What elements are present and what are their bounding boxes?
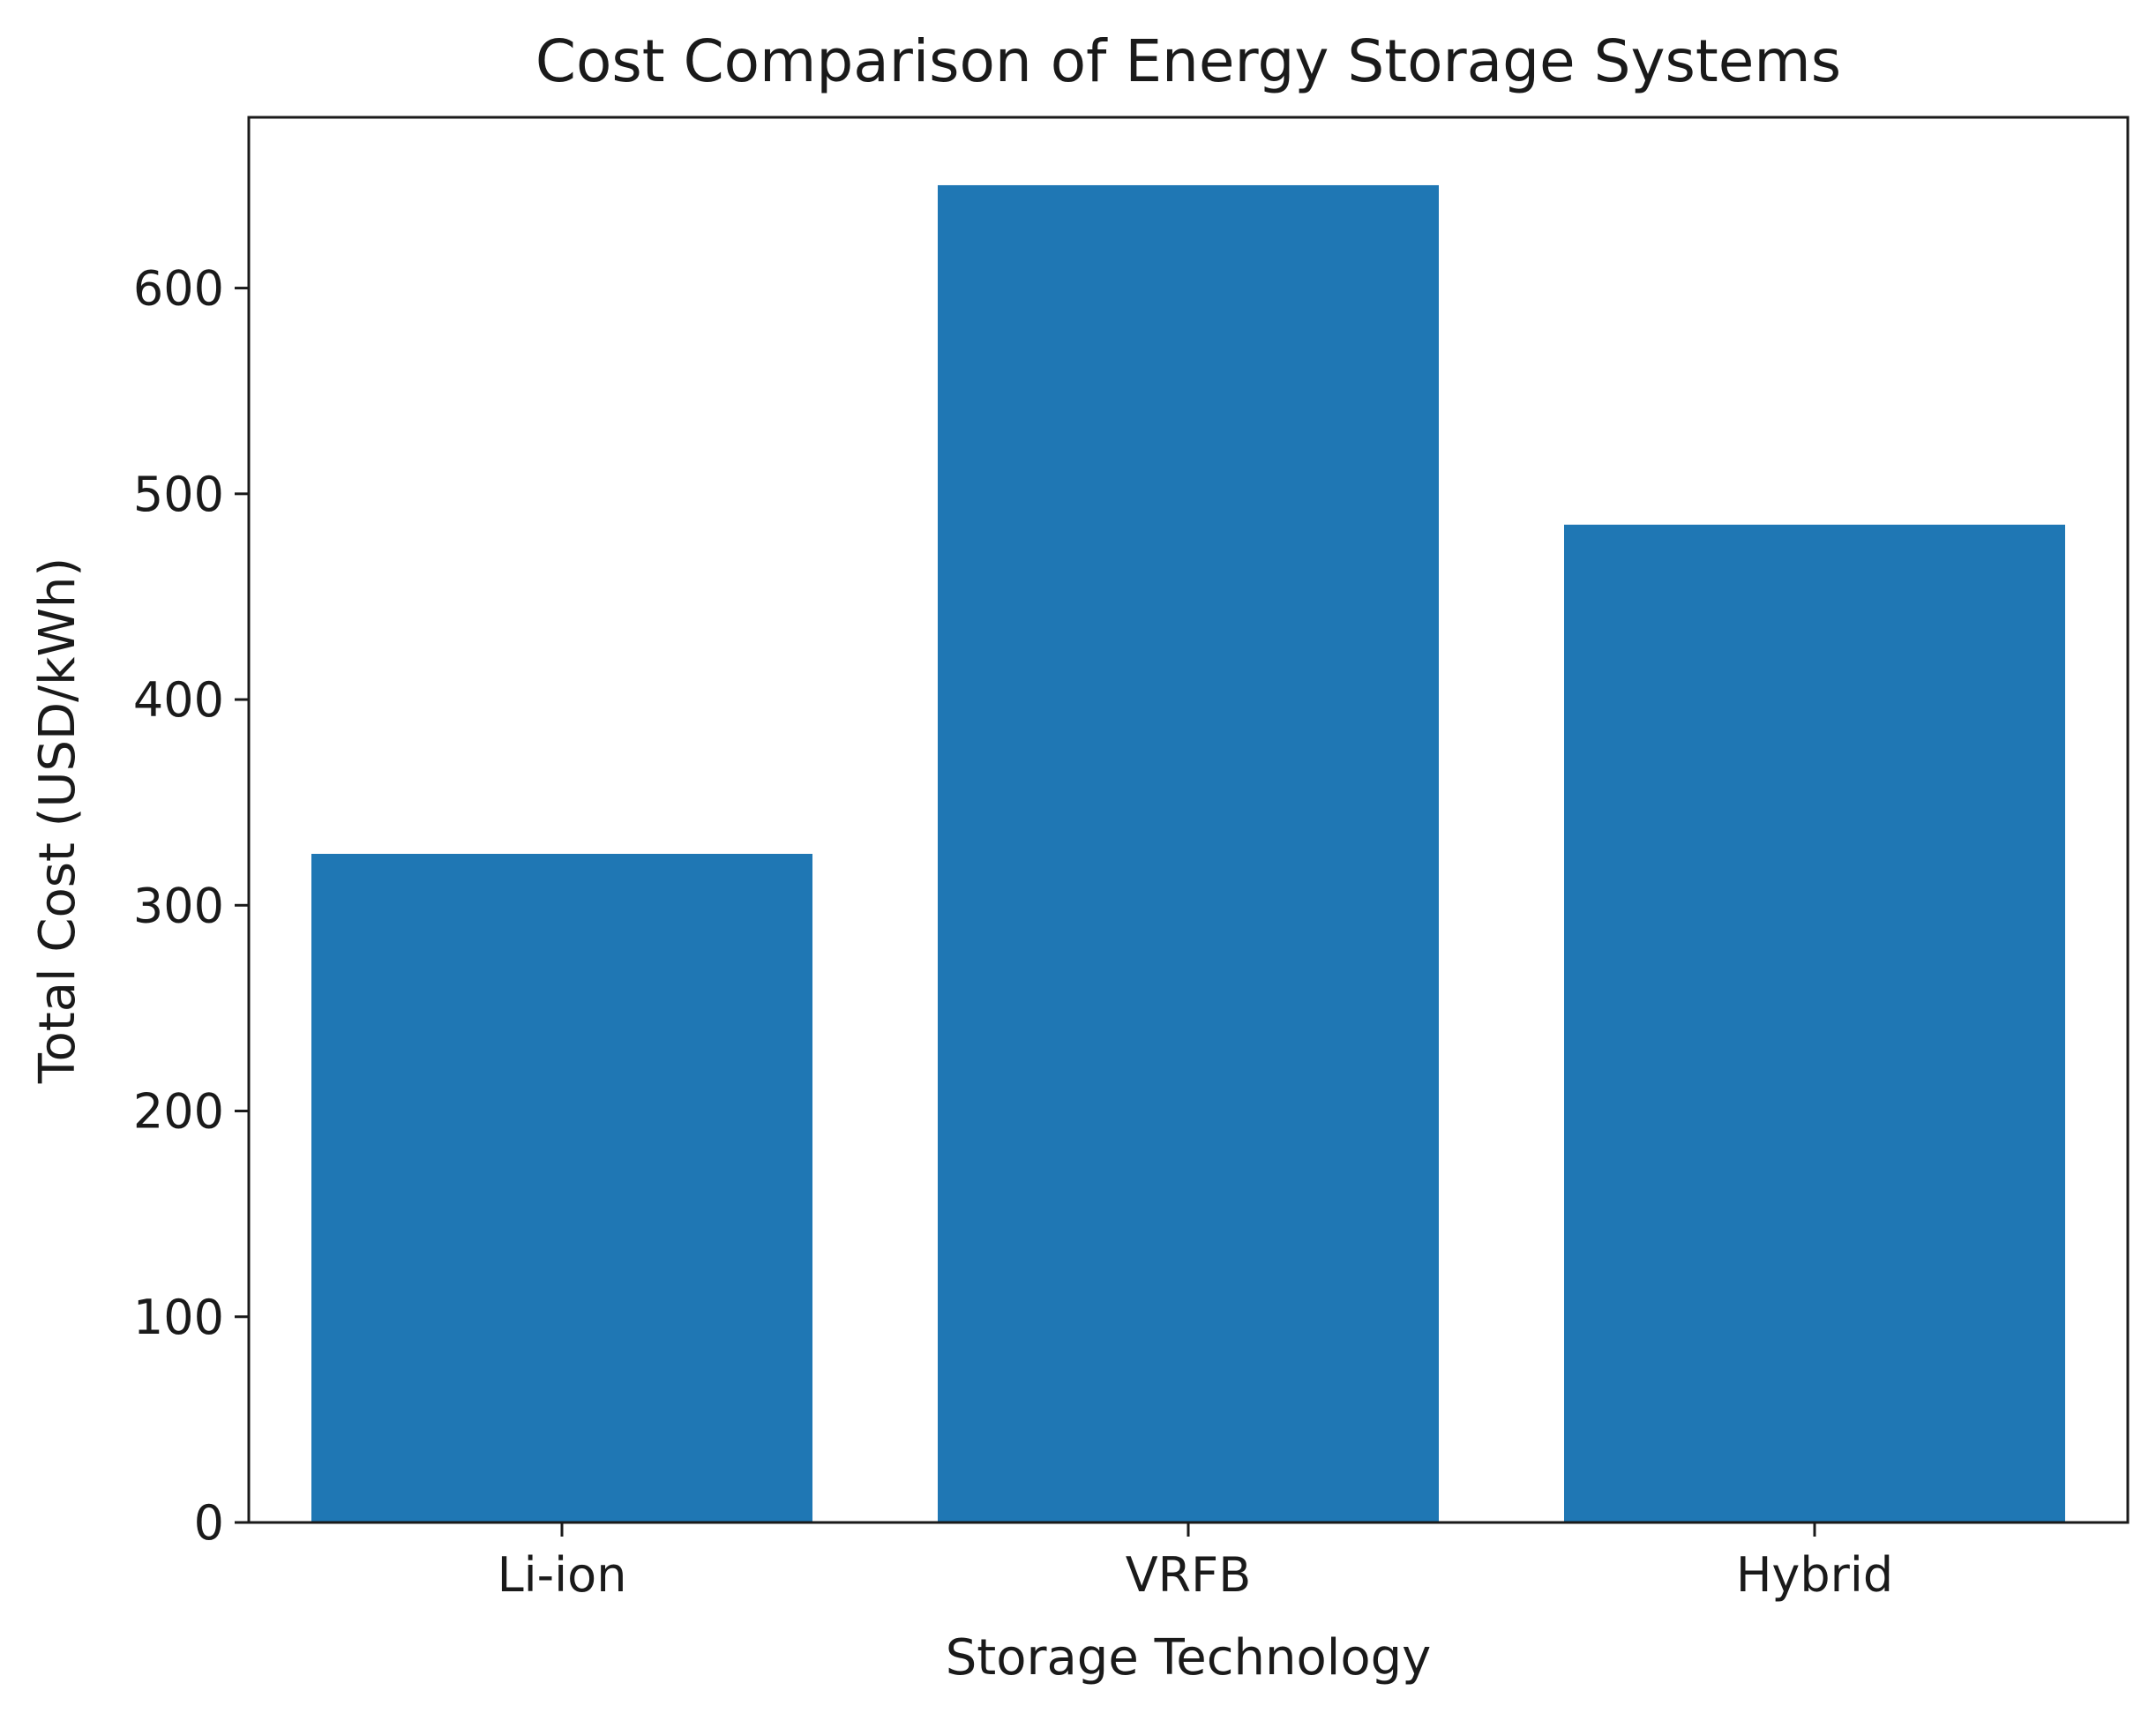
- bar-vrfb: [938, 184, 1439, 1523]
- y-tick-label: 400: [133, 672, 224, 728]
- y-axis-ticks: 0 100 200 300 400 500 600: [133, 261, 249, 1551]
- x-tick-label: Hybrid: [1736, 1547, 1893, 1603]
- y-tick-label: 500: [133, 467, 224, 522]
- bars-group: [311, 184, 2065, 1523]
- x-tick-label: VRFB: [1126, 1547, 1252, 1603]
- y-tick-label: 0: [194, 1495, 224, 1551]
- y-tick-label: 100: [133, 1290, 224, 1345]
- y-tick-label: 200: [133, 1084, 224, 1140]
- y-tick-label: 300: [133, 878, 224, 933]
- plot-frame: [247, 116, 2130, 1524]
- bar-hybrid: [1564, 524, 2065, 1522]
- x-axis-label: Storage Technology: [946, 1629, 1432, 1687]
- y-tick-label: 600: [133, 261, 224, 317]
- bar-li-ion: [311, 853, 812, 1522]
- chart-title: Cost Comparison of Energy Storage System…: [535, 27, 1841, 95]
- x-tick-label: Li-ion: [498, 1547, 627, 1603]
- x-axis-ticks: Li-ion VRFB Hybrid: [498, 1522, 1893, 1603]
- y-axis-label: Total Cost (USD/kWh): [29, 557, 86, 1084]
